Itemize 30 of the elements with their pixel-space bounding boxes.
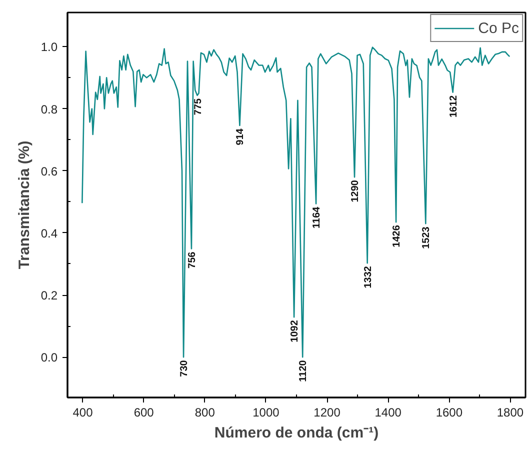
x-tick-label: 1800: [496, 406, 524, 420]
annotation: 1120: [298, 360, 310, 382]
x-tick-label: 1200: [314, 406, 341, 420]
line-series: [82, 46, 510, 358]
x-axis-title: Número de onda (cm⁻¹): [214, 424, 379, 442]
y-tick-label: 1.0: [40, 40, 58, 54]
y-tick-label: 0.2: [40, 288, 58, 303]
x-tick-label: 600: [134, 406, 154, 420]
y-axis-title: Transmitancia (%): [16, 140, 33, 270]
x-tick-label: 1400: [374, 406, 402, 420]
y-tick-label: 0.6: [40, 164, 58, 178]
x-tick-label: 400: [72, 406, 94, 420]
annotation: 756: [186, 251, 198, 268]
y-tick-label: 0.0: [40, 350, 58, 365]
y-tick-label: 0.8: [40, 102, 58, 116]
x-tick-label: 1000: [252, 406, 280, 420]
annotation: 1290: [350, 180, 362, 202]
annotation: 775: [192, 98, 204, 116]
annotation: 1092: [290, 320, 301, 342]
annotation: 1426: [392, 224, 403, 248]
x-tick-label: 800: [194, 406, 216, 420]
annotation: 1612: [448, 94, 460, 118]
annotation: 1164: [312, 206, 323, 228]
x-tick-label: 1600: [436, 406, 463, 420]
annotation: 914: [235, 128, 246, 146]
annotation: 1332: [362, 266, 374, 288]
legend-label: Co Pc: [478, 20, 519, 36]
annotation: 1523: [421, 226, 432, 249]
annotation: 730: [179, 360, 190, 377]
y-tick-label: 0.4: [40, 226, 58, 240]
